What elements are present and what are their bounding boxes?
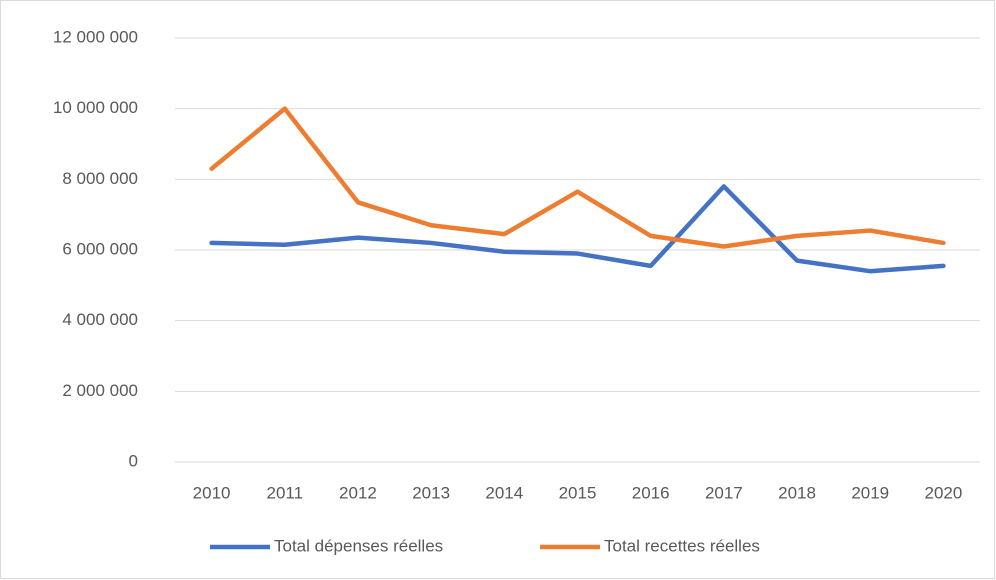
legend-label: Total dépenses réelles — [274, 536, 443, 555]
x-tick-label: 2013 — [412, 483, 450, 502]
x-tick-label: 2018 — [778, 483, 816, 502]
y-tick-label: 4 000 000 — [62, 310, 138, 329]
x-tick-label: 2014 — [485, 483, 523, 502]
legend-label: Total recettes réelles — [604, 536, 760, 555]
y-tick-label: 12 000 000 — [53, 27, 138, 46]
line-series — [209, 106, 946, 249]
x-tick-label: 2020 — [924, 483, 962, 502]
x-tick-label: 2011 — [266, 483, 303, 502]
x-tick-label: 2015 — [559, 483, 597, 502]
y-tick-label: 6 000 000 — [62, 239, 138, 258]
y-tick-label: 8 000 000 — [62, 169, 138, 188]
x-tick-label: 2019 — [851, 483, 889, 502]
x-tick-label: 2016 — [632, 483, 670, 502]
x-tick-label: 2010 — [193, 483, 231, 502]
y-tick-label: 2 000 000 — [62, 381, 138, 400]
x-tick-label: 2017 — [705, 483, 743, 502]
line-series — [209, 184, 946, 274]
y-tick-label: 0 — [129, 451, 138, 470]
x-tick-label: 2012 — [339, 483, 377, 502]
y-tick-label: 10 000 000 — [53, 98, 138, 117]
